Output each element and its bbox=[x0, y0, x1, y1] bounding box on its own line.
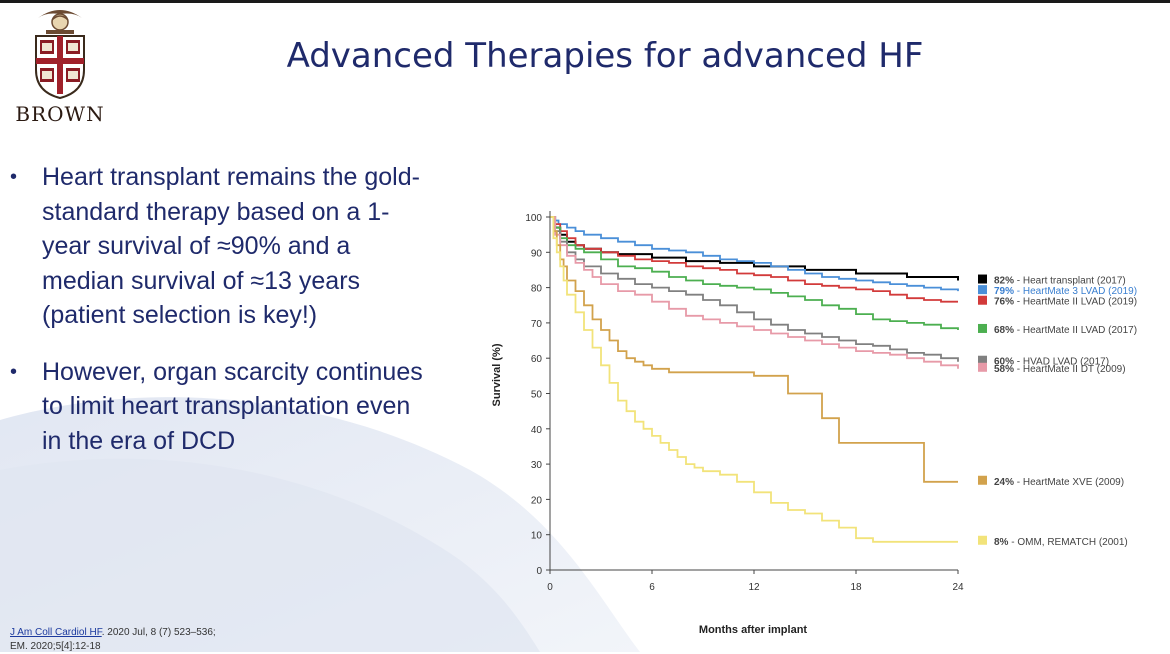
bullet-line: in the era of DCD bbox=[42, 426, 236, 455]
legend-swatch-1 bbox=[978, 285, 987, 295]
legend-name-6: - HeartMate XVE (2009) bbox=[1014, 477, 1124, 488]
citation-line2: EM. 2020;5[4]:12-18 bbox=[10, 641, 101, 652]
brown-shield-icon bbox=[35, 10, 85, 100]
legend-label-0: 82% - Heart transplant (2017) bbox=[994, 276, 1126, 287]
legend-pct-5: 58% bbox=[994, 364, 1014, 375]
bullet-line: (patient selection is key!) bbox=[42, 301, 318, 329]
legend-name-7: - OMM, REMATCH (2001) bbox=[1008, 537, 1127, 548]
legend-name-2: - HeartMate II LVAD (2019) bbox=[1014, 297, 1137, 308]
y-tick-label: 10 bbox=[531, 531, 543, 542]
series-line-5 bbox=[550, 216, 959, 369]
y-tick-label: 70 bbox=[531, 319, 543, 330]
x-tick-label: 24 bbox=[952, 582, 964, 593]
y-tick-label: 40 bbox=[531, 425, 543, 436]
y-tick-label: 30 bbox=[531, 460, 543, 471]
logo-wordmark: BROWN bbox=[15, 102, 105, 126]
bullet-dot-icon: • bbox=[10, 360, 18, 383]
legend-pct-4: 60% bbox=[994, 357, 1014, 368]
x-tick-label: 0 bbox=[547, 582, 553, 593]
series-line-6 bbox=[550, 216, 958, 483]
y-tick-label: 100 bbox=[525, 213, 542, 224]
legend-pct-3: 68% bbox=[994, 325, 1014, 336]
y-tick-label: 50 bbox=[531, 390, 543, 401]
legend-pct-7: 8% bbox=[994, 537, 1009, 548]
legend-name-3: - HeartMate II LVAD (2017) bbox=[1014, 325, 1137, 336]
bullet-item-transplant: • Heart transplant remains the gold- sta… bbox=[8, 160, 478, 333]
bullet-line: However, organ scarcity continues bbox=[42, 357, 423, 386]
y-tick-label: 80 bbox=[531, 284, 543, 295]
bullet-list: • Heart transplant remains the gold- sta… bbox=[8, 160, 478, 480]
legend-label-6: 24% - HeartMate XVE (2009) bbox=[994, 477, 1124, 488]
y-axis-label: Survival (%) bbox=[491, 343, 503, 406]
bullet-line: standard therapy based on a 1- bbox=[42, 197, 390, 226]
citation: J Am Coll Cardiol HF. 2020 Jul, 8 (7) 52… bbox=[10, 626, 216, 654]
x-axis-label: Months after implant bbox=[699, 624, 808, 636]
legend-label-5: 58% - HeartMate II DT (2009) bbox=[994, 364, 1126, 375]
series-line-0 bbox=[550, 216, 959, 281]
legend-pct-6: 24% bbox=[994, 477, 1014, 488]
bullet-line: median survival of ≈13 years bbox=[42, 266, 361, 295]
legend-swatch-5 bbox=[978, 362, 987, 372]
legend-swatch-4 bbox=[978, 355, 987, 365]
legend-name-0: - Heart transplant (2017) bbox=[1014, 276, 1126, 287]
legend-name-1: - HeartMate 3 LVAD (2019) bbox=[1014, 286, 1137, 297]
legend-label-4: 60% - HVAD LVAD (2017) bbox=[994, 357, 1109, 368]
brown-logo: BROWN bbox=[4, 8, 116, 130]
legend-label-2: 76% - HeartMate II LVAD (2019) bbox=[994, 297, 1137, 308]
bullet-line: year survival of ≈90% and a bbox=[42, 232, 351, 260]
survival-chart: 0 10 20 30 40 50 60 70 80 90 100 0 6 12 18 24 82% - Hea… bbox=[491, 211, 1137, 636]
slide-title: Advanced Therapies for advanced HF bbox=[286, 36, 924, 76]
series-line-2 bbox=[550, 216, 958, 303]
bullet-dot-icon: • bbox=[10, 166, 18, 188]
legend-label-7: 8% - OMM, REMATCH (2001) bbox=[994, 537, 1128, 548]
legend-pct-1: 79% bbox=[994, 286, 1014, 297]
legend-swatch-6 bbox=[978, 475, 987, 485]
legend-name-5: - HeartMate II DT (2009) bbox=[1014, 364, 1126, 375]
top-rule bbox=[0, 0, 1170, 3]
x-tick-label: 18 bbox=[850, 582, 862, 593]
bullet-item-scarcity: • However, organ scarcity continues to l… bbox=[8, 355, 478, 459]
y-tick-label: 60 bbox=[531, 354, 543, 365]
y-tick-label: 90 bbox=[531, 248, 543, 259]
legend-swatch-7 bbox=[978, 535, 987, 545]
series-line-4 bbox=[550, 216, 959, 362]
x-tick-label: 12 bbox=[748, 582, 760, 593]
legend-pct-2: 76% bbox=[994, 297, 1014, 308]
series-line-7 bbox=[550, 216, 958, 543]
legend-pct-0: 82% bbox=[994, 276, 1014, 287]
series-line-3 bbox=[550, 216, 959, 330]
bullet-line: Heart transplant remains the gold- bbox=[42, 163, 420, 191]
citation-journal-link[interactable]: J Am Coll Cardiol HF bbox=[10, 627, 102, 638]
legend-name-4: - HVAD LVAD (2017) bbox=[1014, 357, 1109, 368]
legend-swatch-3 bbox=[978, 323, 987, 333]
legend-label-3: 68% - HeartMate II LVAD (2017) bbox=[994, 325, 1137, 336]
citation-details: . 2020 Jul, 8 (7) 523–536; bbox=[101, 627, 216, 638]
legend-swatch-2 bbox=[978, 295, 987, 305]
y-tick-label: 0 bbox=[536, 566, 542, 577]
series-line-1 bbox=[550, 216, 959, 292]
legend-label-1: 79% - HeartMate 3 LVAD (2019) bbox=[994, 286, 1137, 297]
bullet-line: to limit heart transplantation even bbox=[42, 392, 411, 420]
legend-swatch-0 bbox=[978, 274, 987, 284]
y-tick-label: 20 bbox=[531, 495, 543, 506]
x-tick-label: 6 bbox=[649, 582, 655, 593]
